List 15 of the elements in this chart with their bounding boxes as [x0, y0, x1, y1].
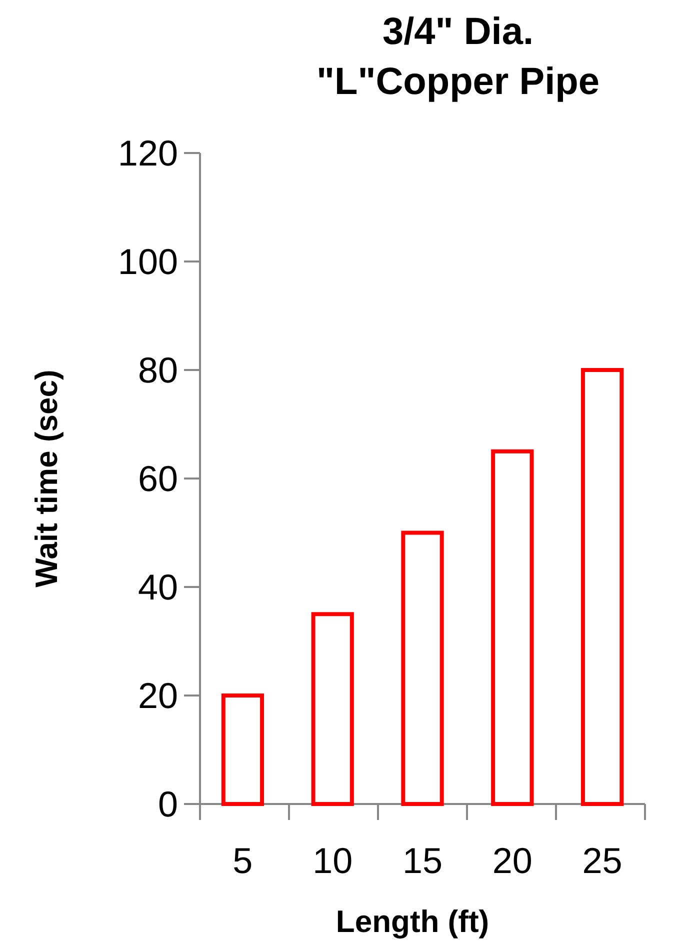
- x-tick-label: 20: [492, 840, 532, 881]
- x-tick-label: 25: [582, 840, 622, 881]
- x-tick-label: 15: [402, 840, 443, 881]
- y-axis-title: Wait time (sec): [28, 370, 64, 588]
- y-tick-label: 120: [118, 132, 178, 174]
- y-tick-label: 60: [138, 458, 178, 500]
- x-tick-label: 5: [232, 840, 253, 881]
- y-tick-label: 100: [118, 241, 178, 282]
- x-axis-title: Length (ft): [336, 904, 490, 939]
- x-tick-label: 10: [312, 840, 353, 881]
- y-tick-label: 0: [158, 784, 178, 825]
- y-tick-label: 80: [138, 350, 178, 391]
- chart-title: 3/4" Dia. "L"Copper Pipe: [316, 11, 600, 103]
- y-tick-label: 40: [138, 566, 178, 608]
- y-tick-label: 20: [138, 675, 178, 716]
